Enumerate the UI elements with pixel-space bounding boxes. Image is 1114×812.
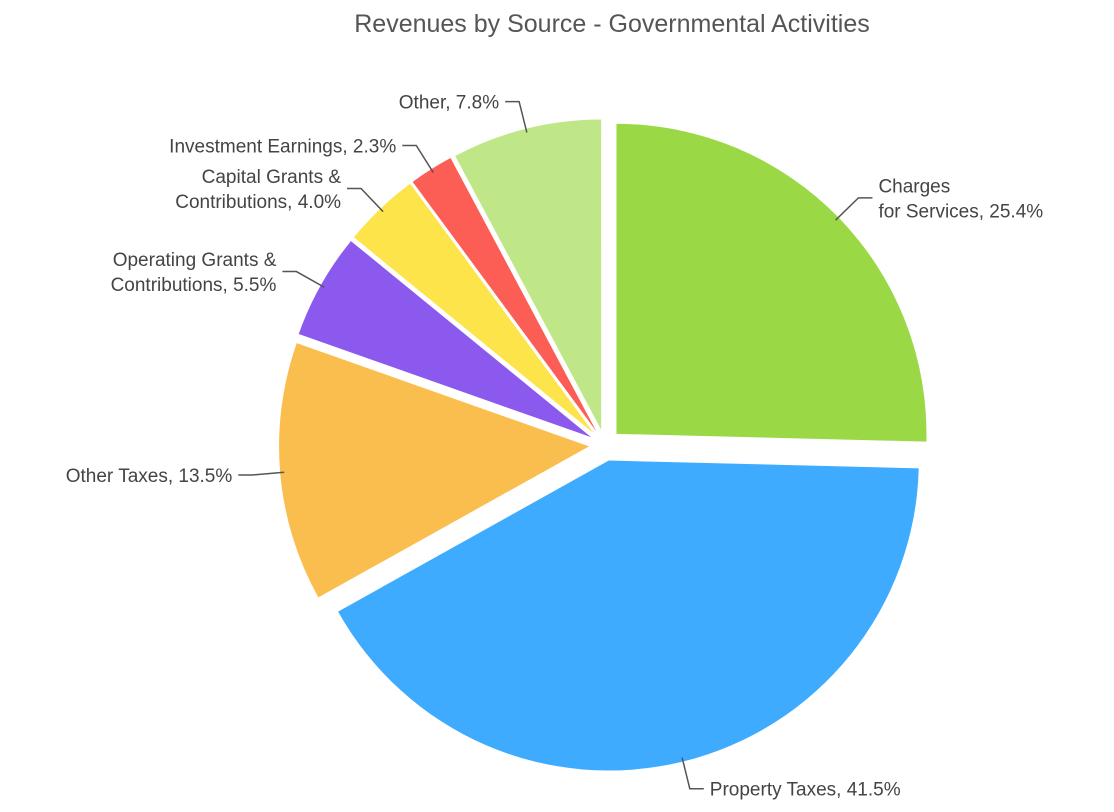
leader-line [238, 471, 285, 476]
slice-label: Operating Grants & Contributions, 5.5% [111, 250, 277, 296]
pie-slice [338, 460, 919, 771]
slice-label-line: Property Taxes, 41.5% [710, 780, 901, 801]
slice-label: Other, 7.8% [399, 93, 499, 114]
slice-label-line: Operating Grants & [113, 250, 277, 271]
leader-line [835, 197, 873, 221]
slice-label-line: Charges [878, 176, 950, 197]
slice-label: Charges for Services, 25.4% [878, 176, 1043, 222]
chart-title: Revenues by Source - Governmental Activi… [354, 10, 870, 38]
slice-label: Investment Earnings, 2.3% [169, 137, 396, 158]
pie-slice [353, 183, 594, 434]
leader-line [681, 757, 704, 790]
slice-label-line: Investment Earnings, 2.3% [169, 137, 396, 158]
slice-label-line: for Services, 25.4% [878, 201, 1043, 222]
pie-slice [616, 123, 927, 442]
leader-line [347, 187, 384, 213]
leader-line [282, 270, 325, 288]
pie-slice [455, 119, 602, 430]
slice-label-line: Contributions, 4.0% [175, 192, 341, 213]
slice-label-line: Capital Grants & [202, 167, 342, 188]
leader-line [402, 144, 434, 173]
slice-label-line: Other, 7.8% [399, 93, 499, 114]
leader-line [505, 100, 528, 133]
pie-slice [412, 157, 597, 432]
slice-label: Other Taxes, 13.5% [66, 466, 233, 487]
slice-label: Property Taxes, 41.5% [710, 780, 901, 801]
pie-slice [298, 241, 592, 438]
pie-slice [279, 343, 590, 598]
slice-label-line: Contributions, 5.5% [111, 275, 277, 296]
slice-label: Capital Grants & Contributions, 4.0% [175, 167, 341, 213]
slice-label-line: Other Taxes, 13.5% [66, 466, 233, 487]
